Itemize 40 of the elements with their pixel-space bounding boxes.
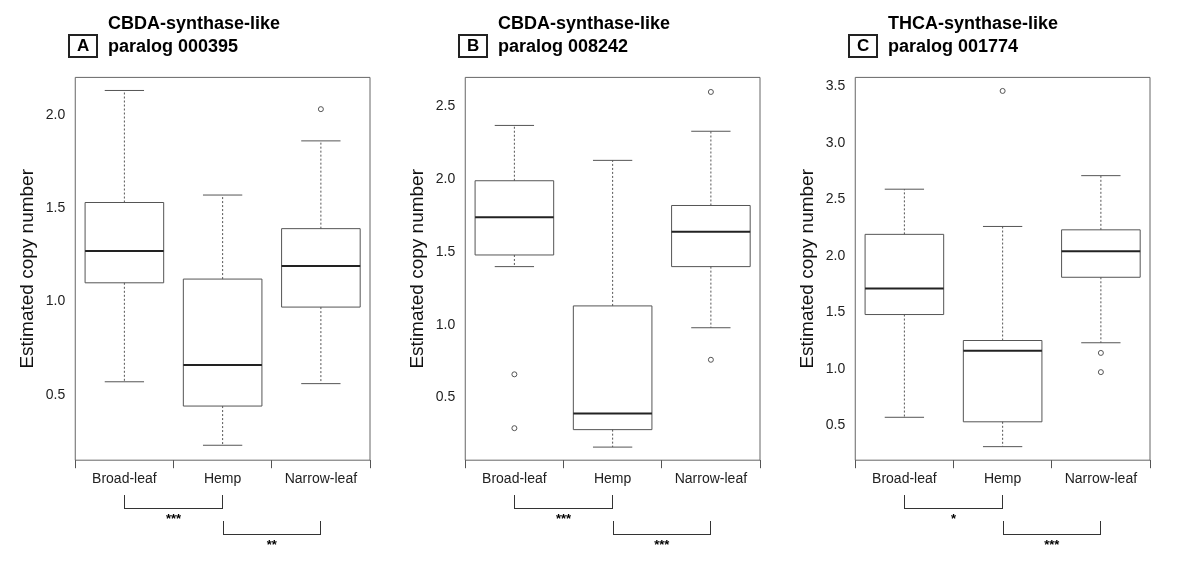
text: *** <box>1043 537 1061 552</box>
text: *** <box>554 511 573 526</box>
y-tick-label: 2.5 <box>825 190 846 207</box>
y-tick-label: 3.5 <box>825 77 846 94</box>
y-tick-label: 1.0 <box>825 359 846 376</box>
text: B <box>458 34 489 58</box>
text: *** <box>653 537 671 552</box>
y-axis-title: Estimated copy number <box>15 168 37 369</box>
x-tick-label: Hemp <box>203 470 242 487</box>
x-tick-label: Narrow-leaf <box>674 470 748 487</box>
text: *** <box>164 511 183 526</box>
y-tick-label: 0.5 <box>825 416 846 433</box>
x-tick-label: Broad-leaf <box>92 470 157 487</box>
text: C <box>848 34 879 58</box>
x-tick-label: Hemp <box>593 470 632 487</box>
chart-title: CBDA-synthase-like paralog 000395 <box>108 12 281 58</box>
y-tick-label: 1.0 <box>45 292 66 309</box>
y-tick-label: 2.5 <box>435 97 456 114</box>
text: * <box>949 511 958 526</box>
text: A <box>68 34 99 58</box>
x-tick-label: Narrow-leaf <box>1064 470 1138 487</box>
y-tick-label: 0.5 <box>435 388 456 405</box>
y-tick-label: 2.0 <box>435 170 456 187</box>
y-tick-label: 1.5 <box>45 198 66 215</box>
y-tick-label: 3.0 <box>825 133 846 150</box>
y-tick-label: 1.5 <box>825 303 846 320</box>
x-tick-label: Hemp <box>983 470 1022 487</box>
y-tick-label: 1.0 <box>435 315 456 332</box>
y-tick-label: 2.0 <box>825 246 846 263</box>
text: ** <box>265 537 278 552</box>
chart-title: CBDA-synthase-like paralog 008242 <box>498 12 671 58</box>
x-tick-label: Broad-leaf <box>482 470 547 487</box>
y-axis-title: Estimated copy number <box>405 168 427 369</box>
y-tick-label: 1.5 <box>435 242 456 259</box>
y-tick-label: 2.0 <box>45 105 66 122</box>
y-axis-title: Estimated copy number <box>795 168 817 369</box>
x-tick-label: Narrow-leaf <box>284 470 358 487</box>
chart-title: THCA-synthase-like paralog 001774 <box>888 12 1059 58</box>
y-tick-label: 0.5 <box>45 385 66 402</box>
x-tick-label: Broad-leaf <box>872 470 937 487</box>
